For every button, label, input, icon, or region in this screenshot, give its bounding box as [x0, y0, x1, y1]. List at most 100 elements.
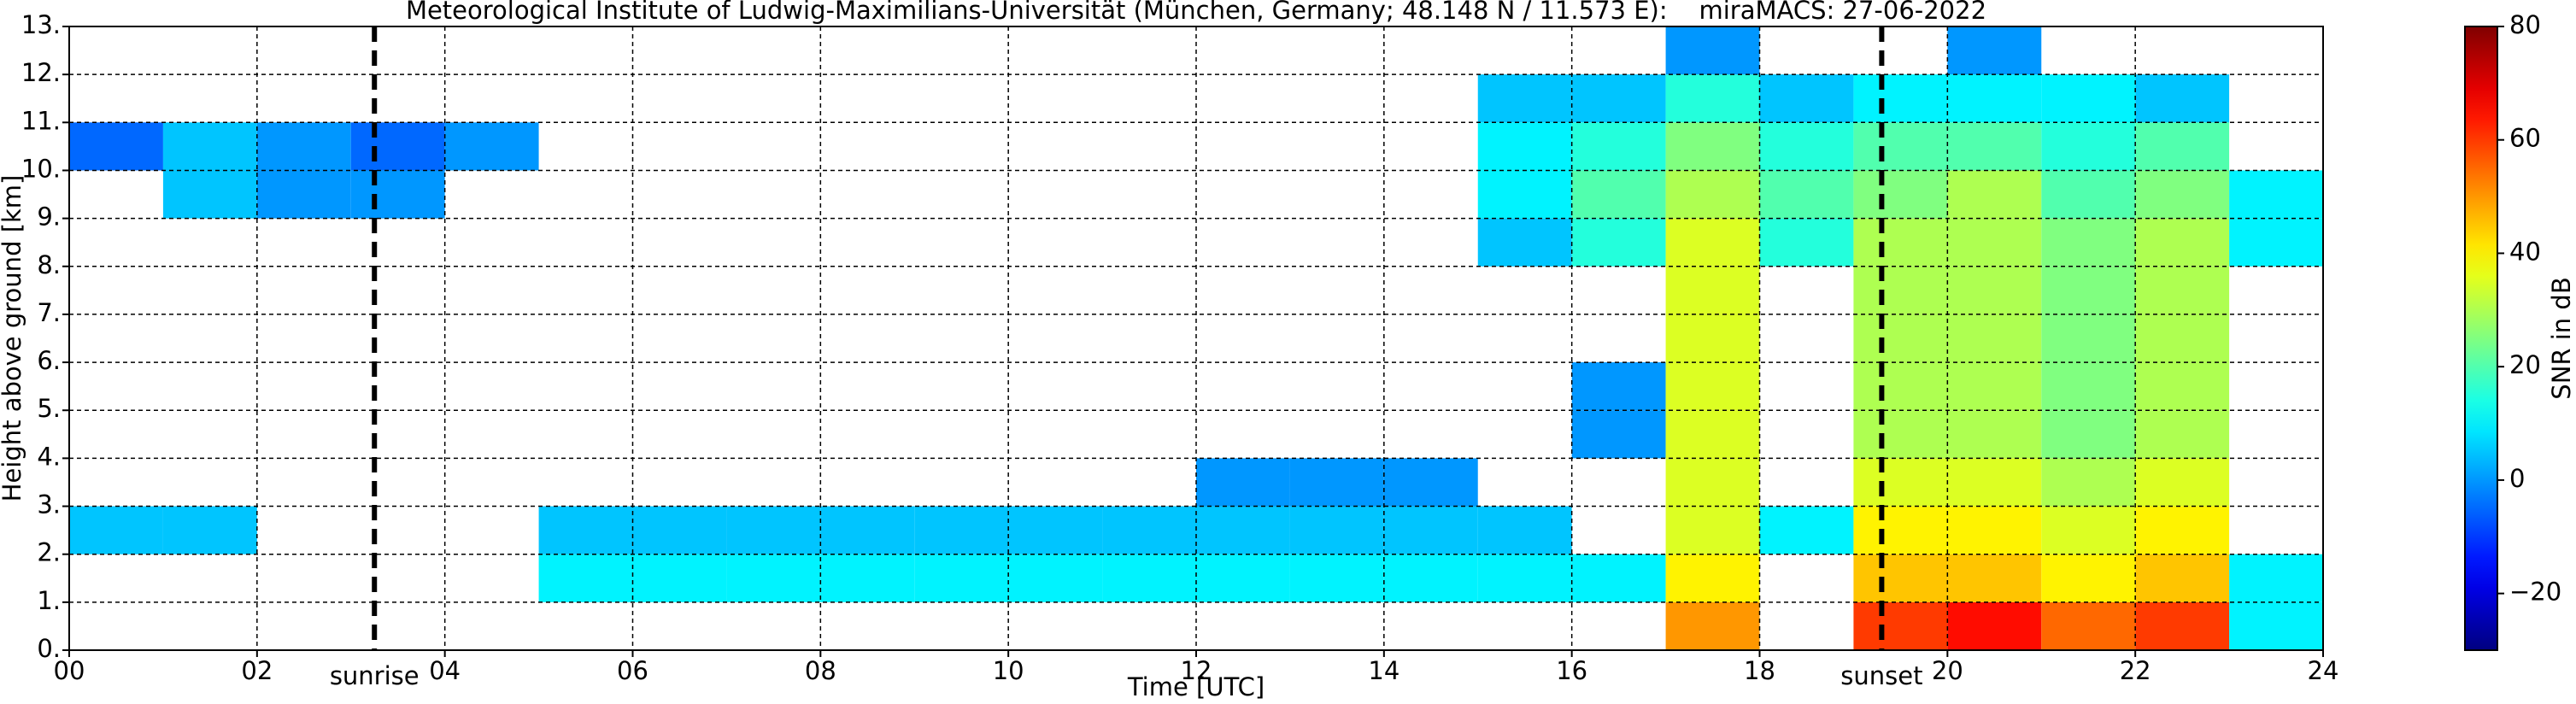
colorbar-tick-label: −20 — [2509, 578, 2561, 607]
heat-cell — [1383, 506, 1478, 554]
heat-cell — [538, 506, 633, 554]
x-tick-label: 00 — [54, 656, 85, 685]
heat-cell — [1853, 458, 1948, 507]
heat-cell — [1947, 554, 2042, 602]
heat-cell — [2041, 218, 2136, 267]
heat-cell — [256, 170, 351, 219]
x-tick-label: 16 — [1556, 656, 1587, 685]
heat-cell — [1947, 314, 2042, 363]
heat-cell — [2135, 74, 2230, 123]
heat-cell — [726, 506, 821, 554]
x-tick-label: 02 — [241, 656, 273, 685]
heat-cell — [1477, 554, 1572, 602]
heat-cell — [1477, 74, 1572, 123]
heat-cell — [162, 122, 257, 171]
heat-cell — [1102, 554, 1196, 602]
heat-cell — [1477, 218, 1572, 267]
heat-cell — [2041, 458, 2136, 507]
y-tick-label: 7. — [37, 298, 61, 327]
heat-cell — [1196, 458, 1290, 507]
heat-cell — [632, 506, 727, 554]
heat-cell — [2041, 410, 2136, 459]
heat-cell — [1383, 554, 1478, 602]
heat-cell — [1665, 410, 1760, 459]
heat-cell — [1947, 218, 2042, 267]
heat-cell — [2041, 506, 2136, 554]
heat-cell — [1008, 506, 1103, 554]
heat-cell — [1196, 554, 1290, 602]
heat-cell — [914, 554, 1009, 602]
heat-cell — [69, 122, 163, 171]
heat-cell — [2135, 506, 2230, 554]
y-tick-label: 8. — [37, 250, 61, 279]
heat-cell — [2135, 122, 2230, 171]
heat-cell — [1008, 554, 1103, 602]
heat-cell — [1853, 122, 1948, 171]
heat-cell — [1477, 170, 1572, 219]
heat-cell — [1759, 218, 1854, 267]
heat-cell — [1665, 218, 1760, 267]
y-tick-label: 1. — [37, 586, 61, 615]
heat-cell — [350, 170, 445, 219]
heat-cell — [2041, 314, 2136, 363]
heat-cell — [69, 506, 163, 554]
heat-cell — [2229, 554, 2323, 602]
y-tick-label: 10. — [21, 154, 61, 183]
y-tick-label: 11. — [21, 106, 61, 135]
x-tick-label: 14 — [1368, 656, 1399, 685]
heat-cell — [1665, 266, 1760, 314]
heat-cell — [1853, 506, 1948, 554]
x-tick-label: 06 — [617, 656, 648, 685]
heat-cell — [1853, 170, 1948, 219]
heat-cell — [2135, 314, 2230, 363]
colorbar-label: SNR in dB — [2547, 277, 2576, 399]
heat-cell — [1196, 506, 1290, 554]
heat-cell — [1947, 506, 2042, 554]
heat-cell — [726, 554, 821, 602]
y-tick-label: 4. — [37, 442, 61, 471]
heat-cell — [2041, 122, 2136, 171]
y-tick-label: 3. — [37, 490, 61, 519]
heat-cell — [1853, 362, 1948, 411]
x-tick-label: 22 — [2120, 656, 2151, 685]
heat-cell — [350, 122, 445, 171]
chart-title: Meteorological Institute of Ludwig-Maxim… — [406, 0, 1986, 25]
heat-cell — [1665, 458, 1760, 507]
heat-cell — [1853, 266, 1948, 314]
heat-cell — [2229, 170, 2323, 219]
x-tick-label: 04 — [429, 656, 461, 685]
heat-cell — [1947, 26, 2042, 75]
heat-cell — [1665, 506, 1760, 554]
heat-cell — [1665, 122, 1760, 171]
heat-cell — [1947, 362, 2042, 411]
heat-cell — [2135, 458, 2230, 507]
x-tick-label: 18 — [1744, 656, 1775, 685]
heat-cell — [2041, 601, 2136, 650]
heat-cell — [1853, 601, 1948, 650]
heat-cell — [1665, 170, 1760, 219]
heat-cell — [2041, 362, 2136, 411]
heat-cell — [538, 554, 633, 602]
colorbar-tick-label: 60 — [2509, 124, 2541, 153]
heat-cell — [1665, 26, 1760, 75]
heat-cell — [1759, 122, 1854, 171]
heat-cell — [2041, 266, 2136, 314]
heat-cell — [1383, 458, 1478, 507]
heat-cell — [2135, 170, 2230, 219]
colorbar-tick-label: 40 — [2509, 237, 2541, 266]
heat-cell — [1665, 362, 1760, 411]
heat-cell — [1947, 458, 2042, 507]
heat-cell — [1853, 218, 1948, 267]
x-tick-label: 08 — [805, 656, 836, 685]
heat-cell — [2135, 554, 2230, 602]
heat-cell — [632, 554, 727, 602]
heat-cell — [162, 170, 257, 219]
heat-cell — [1759, 74, 1854, 123]
annotation-label: sunset — [1840, 661, 1922, 690]
y-tick-label: 2. — [37, 538, 61, 567]
annotation-label: sunrise — [330, 661, 420, 690]
y-tick-label: 0. — [37, 634, 61, 663]
colorbar-tick-label: 20 — [2509, 350, 2541, 379]
heat-cell — [1853, 410, 1948, 459]
